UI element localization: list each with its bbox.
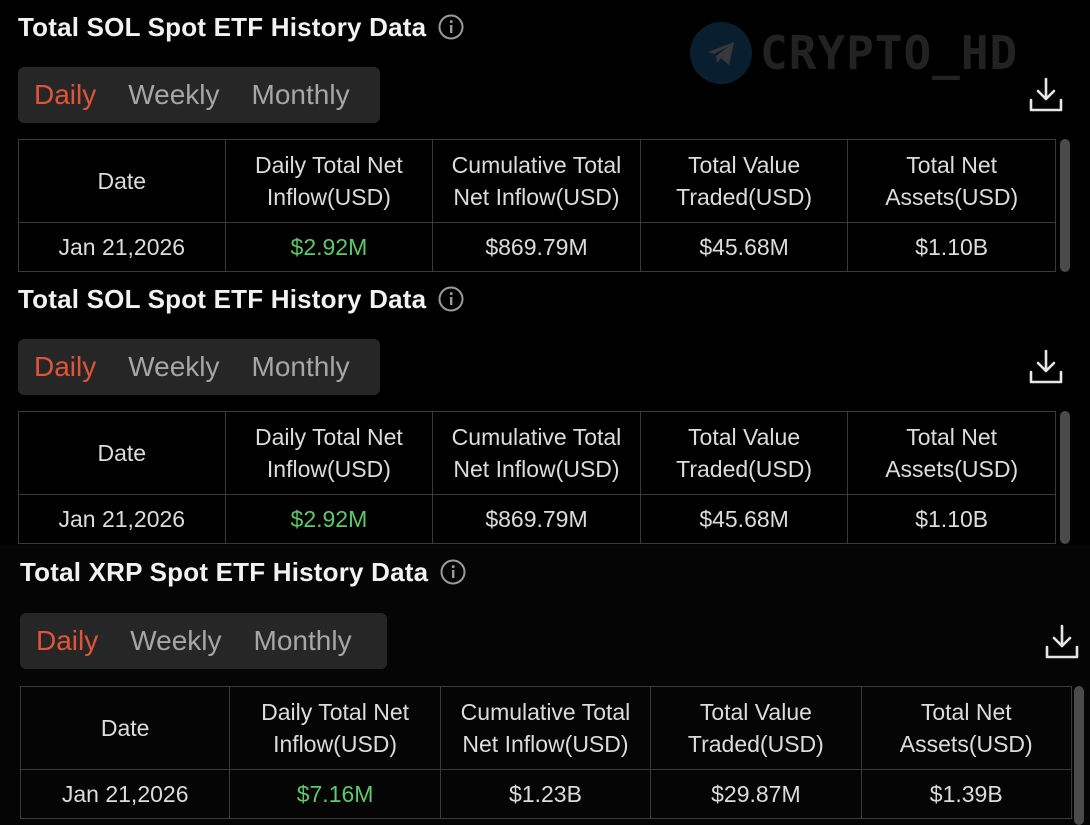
tab-daily[interactable]: Daily: [34, 79, 97, 110]
download-icon[interactable]: [1028, 76, 1064, 114]
column-header-daily-net-inflow[interactable]: Daily Total Net Inflow(USD): [230, 687, 441, 769]
table-header-row: Date Daily Total Net Inflow(USD) Cumulat…: [18, 140, 1056, 223]
tab-monthly[interactable]: Monthly: [253, 625, 352, 656]
column-header-total-value-traded[interactable]: Total Value Traded(USD): [641, 412, 849, 494]
cell-total-value-traded: $29.87M: [651, 770, 862, 818]
tab-daily[interactable]: Daily: [34, 351, 97, 382]
panel-header: Total XRP Spot ETF History Data: [20, 555, 466, 589]
watermark: CRYPTO_HD: [690, 22, 1018, 84]
watermark-text: CRYPTO_HD: [760, 26, 1019, 80]
column-header-cumulative-net-inflow[interactable]: Cumulative Total Net Inflow(USD): [441, 687, 652, 769]
tab-weekly[interactable]: Weekly: [128, 79, 220, 110]
info-icon[interactable]: [438, 286, 464, 312]
column-header-total-value-traded[interactable]: Total Value Traded(USD): [651, 687, 862, 769]
column-header-total-value-traded[interactable]: Total Value Traded(USD): [641, 140, 849, 222]
info-icon[interactable]: [440, 559, 466, 585]
download-icon[interactable]: [1044, 623, 1080, 661]
etf-panel-sol-2: Total SOL Spot ETF History Data Daily We…: [0, 272, 1090, 544]
cell-total-value-traded: $45.68M: [641, 495, 849, 543]
cell-cumulative-net-inflow: $1.23B: [441, 770, 652, 818]
download-icon[interactable]: [1028, 348, 1064, 386]
table-scrollbar[interactable]: [1060, 139, 1070, 272]
telegram-icon: [690, 22, 752, 84]
column-header-total-net-assets[interactable]: Total Net Assets(USD): [862, 687, 1072, 769]
column-header-cumulative-net-inflow[interactable]: Cumulative Total Net Inflow(USD): [433, 140, 641, 222]
cell-cumulative-net-inflow: $869.79M: [433, 495, 641, 543]
cell-total-value-traded: $45.68M: [641, 223, 849, 271]
table-header-row: Date Daily Total Net Inflow(USD) Cumulat…: [18, 412, 1056, 495]
cell-daily-net-inflow: $7.16M: [230, 770, 441, 818]
cell-total-net-assets: $1.10B: [848, 223, 1056, 271]
period-tabs: Daily Weekly Monthly: [18, 339, 380, 395]
column-header-daily-net-inflow[interactable]: Daily Total Net Inflow(USD): [226, 412, 434, 494]
history-table: Date Daily Total Net Inflow(USD) Cumulat…: [20, 686, 1072, 819]
table-row: Jan 21,2026 $2.92M $869.79M $45.68M $1.1…: [18, 495, 1056, 544]
period-tabs: Daily Weekly Monthly: [20, 613, 387, 669]
tab-weekly[interactable]: Weekly: [130, 625, 222, 656]
tab-monthly[interactable]: Monthly: [251, 79, 350, 110]
cell-daily-net-inflow: $2.92M: [226, 495, 434, 543]
table-scrollbar[interactable]: [1074, 686, 1084, 825]
table-row: Jan 21,2026 $2.92M $869.79M $45.68M $1.1…: [18, 223, 1056, 272]
tab-weekly[interactable]: Weekly: [128, 351, 220, 382]
table-scrollbar[interactable]: [1060, 411, 1070, 544]
column-header-total-net-assets[interactable]: Total Net Assets(USD): [848, 412, 1056, 494]
info-icon[interactable]: [438, 14, 464, 40]
column-header-date[interactable]: Date: [18, 412, 226, 494]
panel-header: Total SOL Spot ETF History Data: [18, 10, 464, 44]
panel-header: Total SOL Spot ETF History Data: [18, 282, 464, 316]
column-header-date[interactable]: Date: [18, 140, 226, 222]
column-header-total-net-assets[interactable]: Total Net Assets(USD): [848, 140, 1056, 222]
tab-daily[interactable]: Daily: [36, 625, 99, 656]
etf-panel-sol-1: Total SOL Spot ETF History Data CRYPTO_H…: [0, 0, 1090, 272]
panel-title: Total SOL Spot ETF History Data: [18, 283, 427, 314]
cell-date: Jan 21,2026: [20, 770, 231, 818]
tab-monthly[interactable]: Monthly: [251, 351, 350, 382]
table-header-row: Date Daily Total Net Inflow(USD) Cumulat…: [20, 687, 1072, 770]
cell-date: Jan 21,2026: [18, 223, 226, 271]
column-header-date[interactable]: Date: [20, 687, 231, 769]
history-table: Date Daily Total Net Inflow(USD) Cumulat…: [18, 139, 1056, 272]
column-header-cumulative-net-inflow[interactable]: Cumulative Total Net Inflow(USD): [433, 412, 641, 494]
period-tabs: Daily Weekly Monthly: [18, 67, 380, 123]
history-table: Date Daily Total Net Inflow(USD) Cumulat…: [18, 411, 1056, 544]
cell-date: Jan 21,2026: [18, 495, 226, 543]
cell-daily-net-inflow: $2.92M: [226, 223, 434, 271]
cell-total-net-assets: $1.10B: [848, 495, 1056, 543]
cell-total-net-assets: $1.39B: [862, 770, 1072, 818]
panel-title: Total XRP Spot ETF History Data: [20, 556, 429, 587]
column-header-daily-net-inflow[interactable]: Daily Total Net Inflow(USD): [226, 140, 434, 222]
table-row: Jan 21,2026 $7.16M $1.23B $29.87M $1.39B: [20, 770, 1072, 819]
cell-cumulative-net-inflow: $869.79M: [433, 223, 641, 271]
panel-title: Total SOL Spot ETF History Data: [18, 11, 427, 42]
etf-panel-xrp: Total XRP Spot ETF History Data Daily We…: [0, 545, 1090, 825]
